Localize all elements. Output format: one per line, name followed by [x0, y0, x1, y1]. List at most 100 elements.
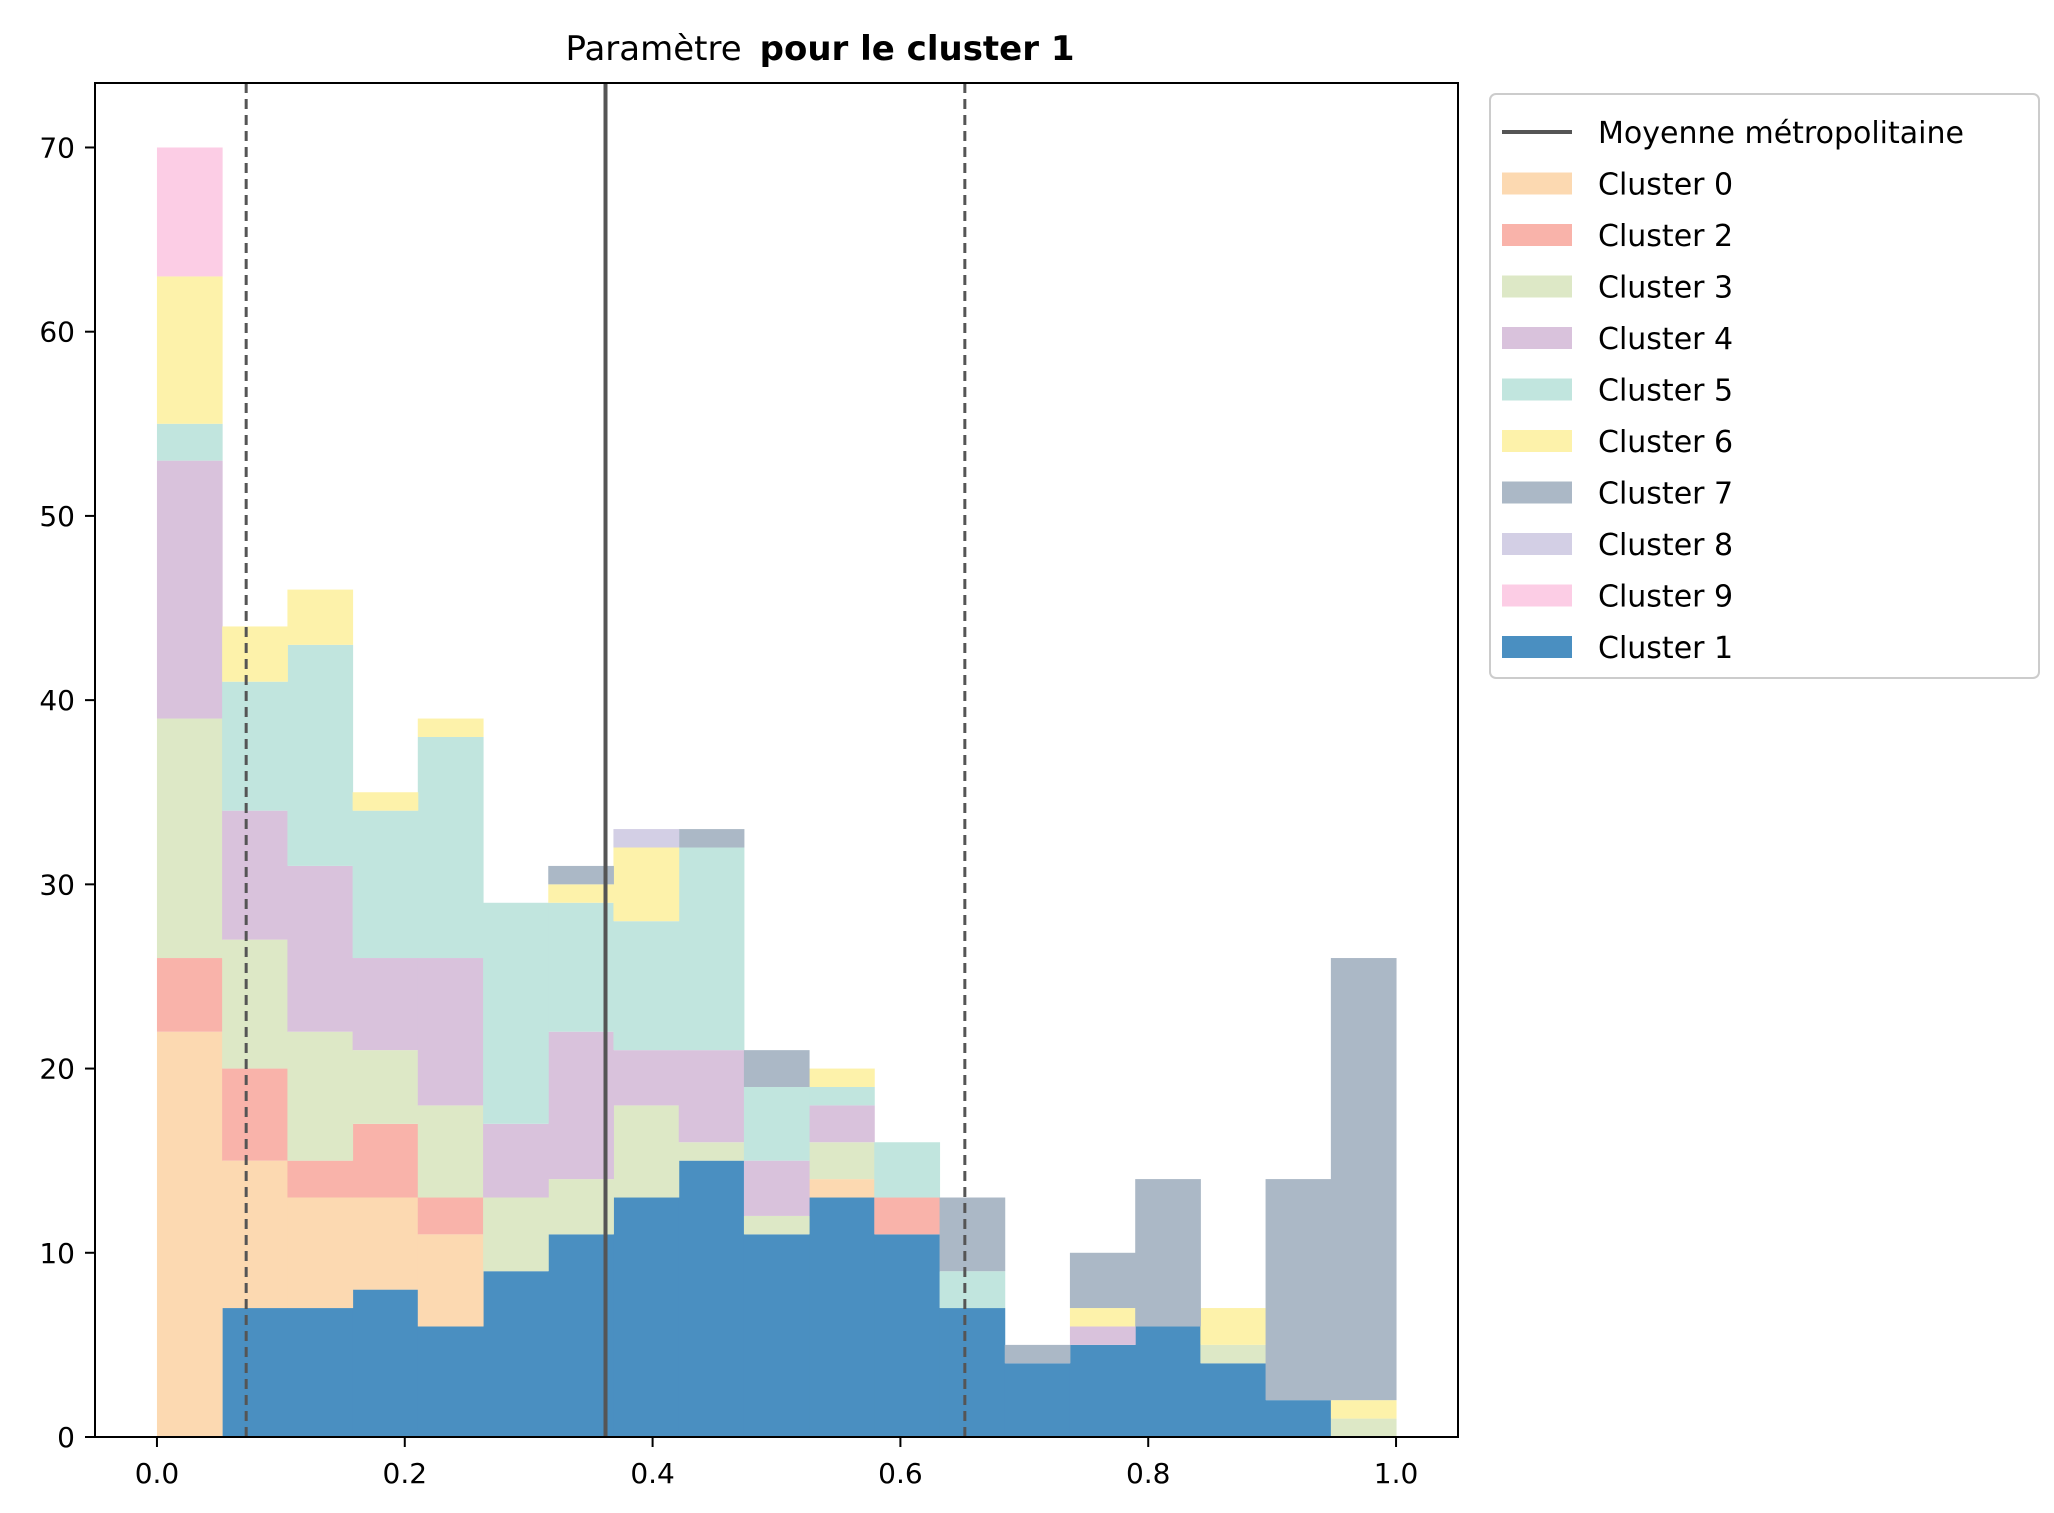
bar-cluster-3-bin-10	[809, 1142, 875, 1180]
legend-item-cluster-9: Cluster 9	[1502, 580, 1733, 615]
bar-cluster-1-bin-17	[1265, 1400, 1332, 1437]
bar-cluster-0-bin-3	[352, 1197, 419, 1290]
bar-cluster-7-bin-18	[1330, 958, 1397, 1401]
bar-cluster-1-bin-16	[1200, 1363, 1267, 1437]
bar-cluster-6-bin-16	[1200, 1308, 1267, 1345]
bar-cluster-1-bin-14	[1069, 1344, 1136, 1437]
bar-cluster-3-bin-8	[678, 1142, 745, 1161]
legend-swatch	[1502, 636, 1572, 658]
bar-cluster-4-bin-5	[483, 1123, 549, 1198]
y-tick-label: 50	[39, 500, 75, 533]
bar-cluster-4-bin-7	[613, 1050, 680, 1106]
legend-item-cluster-7: Cluster 7	[1502, 477, 1733, 512]
bar-cluster-3-bin-4	[417, 1105, 484, 1198]
bar-cluster-5-bin-4	[417, 736, 484, 959]
x-tick-label: 0.0	[135, 1457, 180, 1490]
legend-label: Cluster 0	[1598, 168, 1733, 203]
bar-cluster-5-bin-7	[613, 921, 680, 1051]
bar-cluster-5-bin-2	[287, 644, 354, 866]
bar-cluster-1-bin-2	[287, 1308, 354, 1437]
bar-cluster-3-bin-5	[483, 1197, 549, 1272]
legend-label: Cluster 7	[1598, 477, 1733, 512]
bar-cluster-6-bin-4	[417, 718, 484, 737]
bar-cluster-3-bin-2	[287, 1031, 354, 1161]
bar-cluster-2-bin-0	[156, 958, 223, 1032]
bar-cluster-3-bin-18	[1330, 1418, 1397, 1437]
bar-cluster-4-bin-1	[222, 810, 288, 940]
bar-cluster-4-bin-14	[1069, 1326, 1136, 1345]
bar-cluster-4-bin-8	[678, 1050, 745, 1143]
bar-cluster-5-bin-3	[352, 810, 419, 959]
reference-lines-layer	[244, 83, 967, 1437]
bar-cluster-7-bin-13	[1004, 1344, 1071, 1364]
bar-cluster-7-bin-15	[1135, 1179, 1201, 1327]
bar-cluster-5-bin-11	[874, 1142, 941, 1198]
legend-swatch	[1502, 224, 1572, 246]
bar-cluster-3-bin-16	[1200, 1344, 1267, 1364]
bar-cluster-7-bin-8	[678, 829, 745, 848]
legend-label: Cluster 8	[1598, 528, 1733, 563]
legend-item-cluster-8: Cluster 8	[1502, 528, 1733, 563]
bar-cluster-6-bin-1	[222, 626, 288, 682]
bar-cluster-5-bin-10	[809, 1086, 875, 1106]
bar-cluster-3-bin-7	[613, 1105, 680, 1198]
bar-cluster-6-bin-0	[156, 276, 223, 424]
legend-item-cluster-1: Cluster 1	[1502, 631, 1733, 666]
legend-item-moyenne-m-tropolitaine: Moyenne métropolitaine	[1502, 116, 1964, 151]
bar-cluster-5-bin-0	[156, 423, 223, 461]
y-tick-label: 60	[39, 316, 75, 349]
bar-cluster-1-bin-13	[1004, 1363, 1071, 1437]
bar-cluster-6-bin-10	[809, 1068, 875, 1087]
bar-cluster-7-bin-9	[743, 1050, 810, 1087]
legend-label: Cluster 6	[1598, 425, 1733, 460]
legend-swatch	[1502, 327, 1572, 349]
legend: Moyenne métropolitaine Cluster 0 Cluster 2…	[1489, 93, 2040, 679]
legend-label: Cluster 9	[1598, 580, 1733, 615]
legend-swatch	[1502, 481, 1572, 504]
bar-cluster-1-bin-9	[743, 1234, 810, 1437]
bar-cluster-6-bin-2	[287, 589, 354, 645]
bar-cluster-0-bin-4	[417, 1234, 484, 1327]
bar-cluster-2-bin-2	[287, 1160, 354, 1198]
bar-cluster-0-bin-2	[287, 1197, 354, 1309]
bar-cluster-9-bin-0	[156, 147, 223, 277]
bar-cluster-4-bin-10	[809, 1105, 875, 1143]
bar-cluster-6-bin-7	[613, 847, 680, 922]
plot-frame	[94, 82, 1459, 1438]
bar-cluster-8-bin-7	[613, 829, 680, 848]
bar-cluster-2-bin-3	[352, 1123, 419, 1198]
y-tick-label: 40	[39, 684, 75, 717]
bar-cluster-3-bin-0	[156, 718, 223, 959]
bar-cluster-5-bin-6	[548, 902, 614, 1032]
bar-cluster-1-bin-5	[483, 1271, 549, 1437]
bar-cluster-3-bin-6	[548, 1179, 614, 1235]
legend-swatch	[1502, 275, 1572, 298]
bar-cluster-0-bin-1	[222, 1160, 288, 1309]
bar-cluster-4-bin-0	[156, 460, 223, 719]
bar-cluster-7-bin-17	[1265, 1179, 1332, 1401]
bar-cluster-5-bin-8	[678, 847, 745, 1051]
bar-cluster-4-bin-4	[417, 958, 484, 1106]
bar-cluster-7-bin-12	[939, 1197, 1006, 1272]
bar-cluster-7-bin-6	[548, 865, 614, 885]
chart-title: Paramètre pour le cluster 1	[565, 29, 1074, 69]
bar-cluster-3-bin-3	[352, 1050, 419, 1124]
legend-swatch	[1502, 378, 1572, 401]
bar-cluster-1-bin-4	[417, 1326, 484, 1437]
y-axis: 0 10 20 30 40 50 60 70	[39, 131, 95, 1454]
bar-cluster-0-bin-10	[809, 1179, 875, 1198]
bar-cluster-1-bin-10	[809, 1197, 875, 1437]
bar-cluster-4-bin-3	[352, 958, 419, 1051]
chart-title-prefix: Paramètre	[565, 29, 741, 69]
y-tick-label: 20	[39, 1053, 75, 1086]
y-tick-label: 0	[57, 1421, 75, 1454]
legend-swatch	[1502, 430, 1572, 452]
legend-label: Cluster 1	[1598, 631, 1733, 666]
legend-item-cluster-5: Cluster 5	[1502, 374, 1733, 409]
x-axis: 0.0 0.2 0.4 0.6 0.8 1.0	[135, 1437, 1418, 1490]
x-tick-label: 0.2	[383, 1457, 428, 1490]
y-tick-label: 10	[39, 1237, 75, 1270]
legend-swatch	[1502, 584, 1572, 607]
